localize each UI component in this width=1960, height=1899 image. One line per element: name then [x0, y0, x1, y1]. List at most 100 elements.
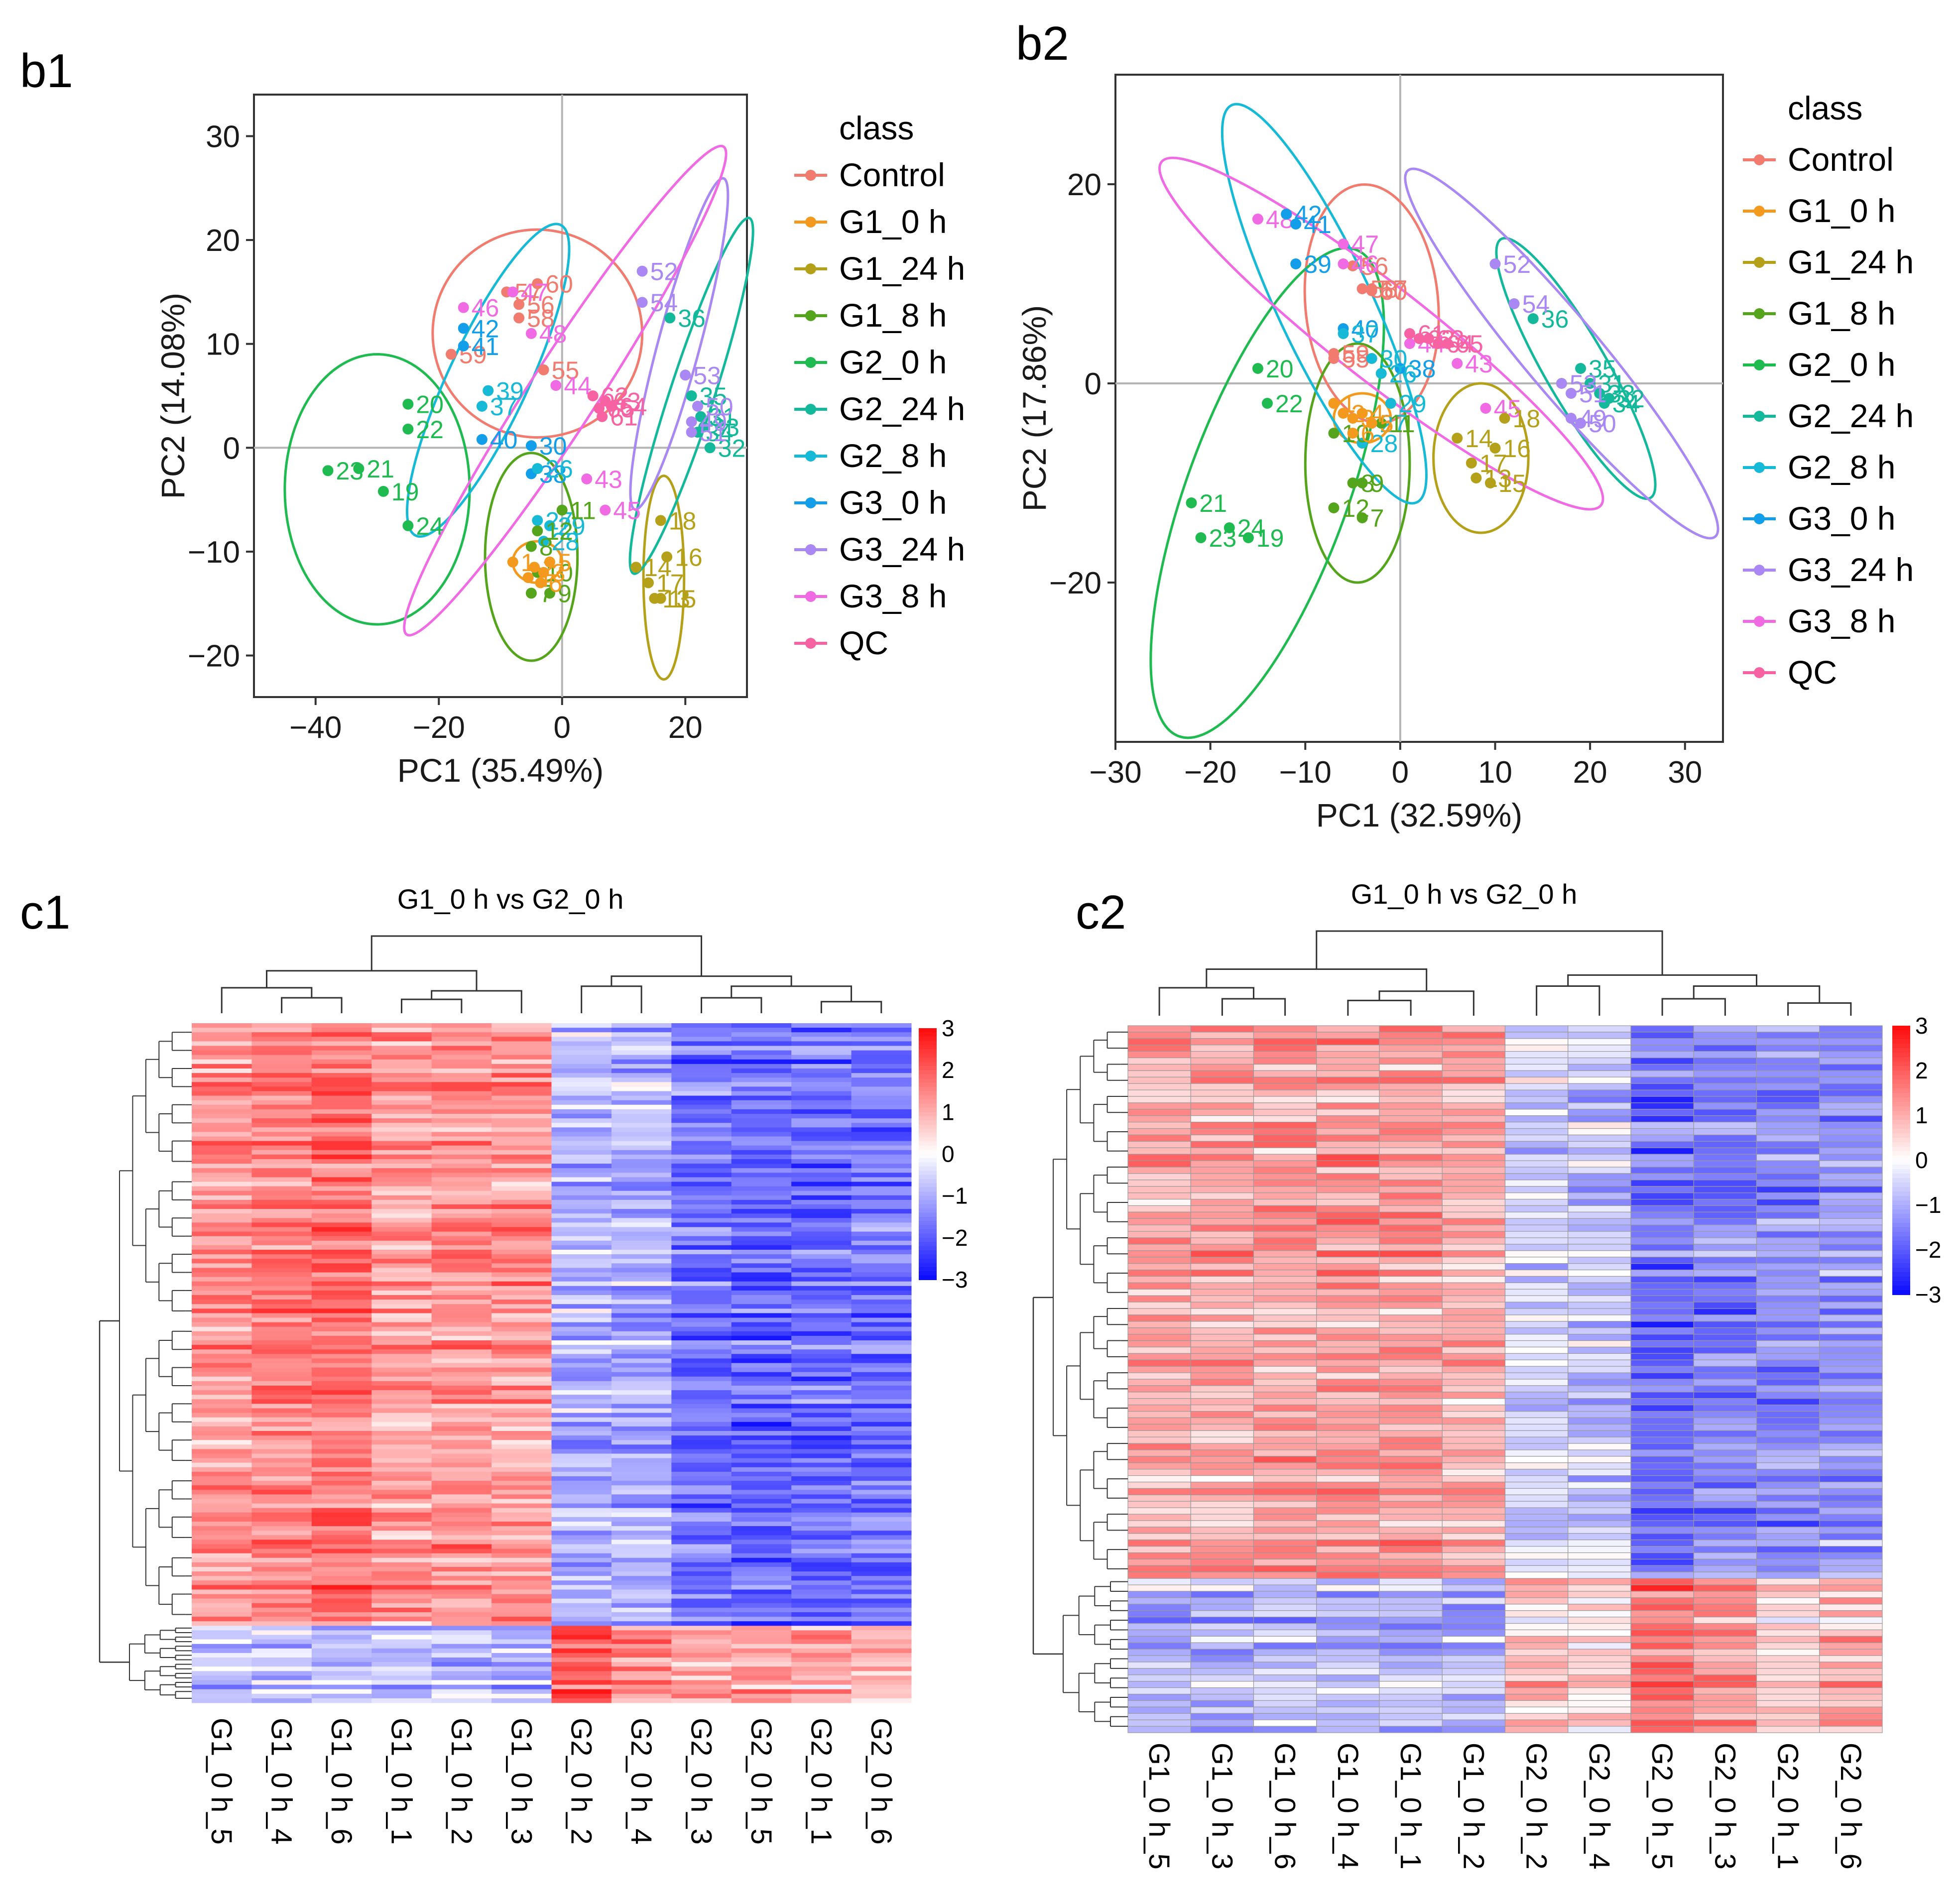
heatmap-cell: [1504, 1379, 1569, 1386]
heatmap-cell: [671, 1458, 732, 1463]
point-g1-0-h: [522, 572, 534, 584]
heatmap-cell: [192, 1136, 252, 1142]
heatmap-cell: [311, 1032, 372, 1037]
heatmap-cell: [371, 1073, 432, 1078]
point-label: 65: [607, 395, 635, 423]
heatmap-cell: [1316, 1417, 1380, 1424]
heatmap-cell: [1504, 1398, 1569, 1406]
heatmap-cell: [1756, 1540, 1820, 1547]
heatmap-cell: [1253, 1289, 1317, 1296]
heatmap-cell: [1568, 1282, 1631, 1290]
column-dendrogram-branch: [581, 985, 642, 1013]
heatmap-cell: [192, 1059, 252, 1065]
heatmap-cell: [491, 1095, 552, 1101]
heatmap-cell: [551, 1404, 612, 1409]
heatmap-cell: [1819, 1385, 1883, 1393]
heatmap-cell: [731, 1658, 792, 1662]
heatmap-cell: [851, 1562, 912, 1567]
column-label: G1_0 h_3: [505, 1718, 537, 1845]
heatmap-cell: [1819, 1051, 1883, 1059]
heatmap-cell: [611, 1522, 672, 1527]
heatmap-cell: [671, 1603, 732, 1608]
heatmap-cell: [791, 1073, 852, 1078]
heatmap-cell: [431, 1222, 492, 1227]
heatmap-cell: [371, 1290, 432, 1296]
heatmap-cell: [851, 1621, 912, 1626]
heatmap-cell: [1568, 1546, 1631, 1553]
colorbar-tick-label: 0: [942, 1141, 955, 1167]
heatmap-cell: [1504, 1128, 1569, 1136]
heatmap-cell: [431, 1272, 492, 1278]
point-g1-24-h: [655, 515, 666, 526]
heatmap-c1: G1_0 h_5 G1_0 h_4 G1_0 h_6 G1_0 h_1 G1_0 h_2…: [99, 935, 968, 1845]
x-tick-label: 0: [1392, 755, 1409, 790]
heatmap-cell: [851, 1209, 912, 1214]
heatmap-cell: [551, 1453, 612, 1459]
heatmap-cell: [371, 1381, 432, 1386]
heatmap-cell: [371, 1254, 432, 1259]
heatmap-cell: [1568, 1571, 1631, 1579]
heatmap-cell: [1504, 1623, 1569, 1631]
heatmap-cell: [791, 1204, 852, 1209]
heatmap-cell: [1568, 1269, 1631, 1277]
column-dendrogram-branch: [221, 987, 313, 1013]
heatmap-cell: [311, 1037, 372, 1042]
point-label: 47: [1351, 231, 1379, 258]
heatmap-cell: [1504, 1417, 1569, 1424]
heatmap-cell: [1756, 1636, 1820, 1643]
heatmap-cell: [1442, 1546, 1506, 1553]
heatmap-cell: [611, 1154, 672, 1160]
y-tick-label: 0: [223, 431, 240, 466]
heatmap-cell: [671, 1077, 732, 1082]
column-label: G2_0 h_2: [565, 1718, 598, 1845]
point-label: 58: [527, 305, 555, 333]
heatmap-cell: [1253, 1115, 1317, 1123]
heatmap-cell: [1127, 1430, 1191, 1437]
heatmap-cell: [491, 1100, 552, 1105]
heatmap-c1-title: G1_0 h vs G2_0 h: [397, 883, 624, 915]
heatmap-cell: [1568, 1237, 1631, 1245]
heatmap-cell: [1379, 1276, 1443, 1283]
heatmap-cell: [1316, 1693, 1380, 1701]
heatmap-cell: [311, 1199, 372, 1205]
heatmap-cell: [192, 1417, 252, 1423]
heatmap-cell: [371, 1476, 432, 1481]
heatmap-cell: [311, 1340, 372, 1345]
heatmap-cell: [1127, 1032, 1191, 1039]
heatmap-cell: [851, 1395, 912, 1400]
heatmap-cell: [1504, 1051, 1569, 1059]
heatmap-cell: [1127, 1411, 1191, 1419]
heatmap-cell: [431, 1164, 492, 1169]
heatmap-cell: [851, 1281, 912, 1287]
heatmap-cell: [851, 1372, 912, 1377]
point-label: 52: [1503, 250, 1531, 278]
point-g3-0-h: [458, 323, 469, 334]
colorbar-segment: [919, 1254, 937, 1259]
colorbar-segment: [919, 1237, 937, 1243]
heatmap-cell: [251, 1136, 312, 1142]
heatmap-cell: [851, 1295, 912, 1300]
point-g3-8-h: [600, 504, 611, 516]
heatmap-cell: [1693, 1321, 1757, 1328]
heatmap-cell: [1819, 1038, 1883, 1046]
heatmap-cell: [1568, 1475, 1631, 1483]
heatmap-cell: [611, 1041, 672, 1046]
legend-key-dot: [1754, 411, 1765, 422]
heatmap-cell: [1190, 1546, 1254, 1553]
heatmap-cell: [491, 1104, 552, 1110]
heatmap-cell: [1190, 1462, 1254, 1470]
heatmap-cell: [1253, 1540, 1317, 1547]
point-g1-8-h: [1356, 512, 1368, 523]
heatmap-cell: [1819, 1527, 1883, 1534]
heatmap-cell: [431, 1431, 492, 1436]
heatmap-cell: [1568, 1411, 1631, 1419]
heatmap-cell: [251, 1684, 312, 1690]
heatmap-cell: [731, 1123, 792, 1128]
heatmap-cell: [1379, 1173, 1443, 1181]
heatmap-cell: [611, 1095, 672, 1101]
heatmap-cell: [671, 1159, 732, 1164]
heatmap-cell: [192, 1395, 252, 1400]
heatmap-cell: [1442, 1237, 1506, 1245]
heatmap-cell: [491, 1490, 552, 1495]
heatmap-cell: [851, 1118, 912, 1123]
